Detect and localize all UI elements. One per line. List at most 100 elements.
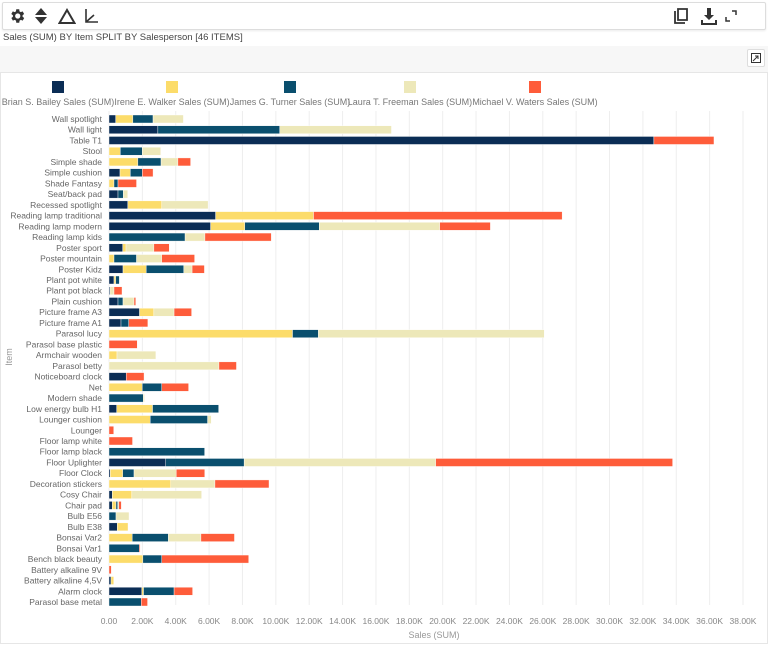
bar-segment[interactable] bbox=[319, 222, 440, 231]
bar-segment[interactable] bbox=[108, 383, 143, 392]
bar-segment[interactable] bbox=[108, 254, 115, 263]
bar-segment[interactable] bbox=[165, 458, 245, 467]
bar-segment[interactable] bbox=[108, 501, 113, 510]
bar-segment[interactable] bbox=[108, 415, 151, 424]
bar-segment[interactable] bbox=[108, 350, 118, 360]
bar-segment[interactable] bbox=[176, 469, 205, 478]
bar-segment[interactable] bbox=[214, 479, 270, 489]
bar-segment[interactable] bbox=[122, 265, 147, 274]
bar-segment[interactable] bbox=[173, 307, 192, 317]
bar-segment[interactable] bbox=[108, 587, 143, 596]
bar-segment[interactable] bbox=[108, 490, 113, 499]
bar-segment[interactable] bbox=[157, 125, 280, 134]
bar-segment[interactable] bbox=[108, 329, 293, 338]
bar-segment[interactable] bbox=[108, 597, 142, 607]
bar-segment[interactable] bbox=[118, 501, 122, 510]
bar-segment[interactable] bbox=[173, 587, 193, 596]
bar-segment[interactable] bbox=[108, 168, 121, 177]
bar-segment[interactable] bbox=[152, 404, 219, 413]
bar-segment[interactable] bbox=[116, 404, 153, 413]
bar-segment[interactable] bbox=[108, 361, 220, 371]
bar-segment[interactable] bbox=[152, 114, 184, 124]
bar-segment[interactable] bbox=[133, 469, 177, 478]
bar-segment[interactable] bbox=[439, 222, 491, 231]
bar-segment[interactable] bbox=[191, 265, 205, 274]
bar-segment[interactable] bbox=[108, 307, 140, 317]
bar-segment[interactable] bbox=[112, 501, 117, 510]
bar-segment[interactable] bbox=[130, 168, 143, 177]
expand-chart-button[interactable] bbox=[747, 49, 765, 67]
bar-segment[interactable] bbox=[184, 232, 206, 242]
legend-item[interactable]: Brian S. Bailey Sales (SUM) bbox=[2, 81, 115, 107]
bar-segment[interactable] bbox=[313, 211, 563, 220]
bar-segment[interactable] bbox=[123, 189, 128, 199]
bar-segment[interactable] bbox=[108, 179, 115, 188]
bar-segment[interactable] bbox=[146, 265, 184, 274]
bar-segment[interactable] bbox=[150, 415, 208, 424]
bar-segment[interactable] bbox=[244, 222, 320, 231]
bar-segment[interactable] bbox=[108, 275, 115, 285]
bar-segment[interactable] bbox=[120, 318, 129, 328]
bar-segment[interactable] bbox=[142, 146, 161, 156]
bar-segment[interactable] bbox=[110, 469, 123, 478]
bar-segment[interactable] bbox=[108, 146, 121, 156]
bar-segment[interactable] bbox=[113, 275, 116, 285]
bar-segment[interactable] bbox=[108, 157, 139, 167]
bar-segment[interactable] bbox=[210, 222, 246, 231]
bar-segment[interactable] bbox=[108, 297, 119, 306]
bar-segment[interactable] bbox=[119, 168, 131, 177]
bar-segment[interactable] bbox=[108, 125, 159, 134]
bar-segment[interactable] bbox=[139, 307, 155, 317]
download-icon[interactable] bbox=[699, 6, 719, 26]
bar-segment[interactable] bbox=[127, 200, 162, 210]
axis-icon[interactable] bbox=[81, 6, 101, 26]
bar-segment[interactable] bbox=[120, 146, 143, 156]
bar-segment[interactable] bbox=[113, 254, 137, 263]
bar-segment[interactable] bbox=[122, 469, 135, 478]
bar-segment[interactable] bbox=[183, 265, 193, 274]
bar-segment[interactable] bbox=[204, 232, 272, 242]
bar-segment[interactable] bbox=[131, 490, 202, 499]
bar-segment[interactable] bbox=[108, 136, 655, 145]
bar-segment[interactable] bbox=[161, 383, 189, 392]
bar-segment[interactable] bbox=[108, 189, 119, 199]
sort-icon[interactable] bbox=[31, 6, 51, 26]
bar-segment[interactable] bbox=[161, 554, 249, 564]
bar-segment[interactable] bbox=[142, 168, 154, 177]
bar-segment[interactable] bbox=[108, 554, 144, 564]
bar-segment[interactable] bbox=[108, 318, 122, 328]
bar-segment[interactable] bbox=[133, 297, 136, 306]
bar-segment[interactable] bbox=[117, 297, 124, 306]
gear-icon[interactable] bbox=[7, 6, 27, 26]
legend-item[interactable]: James G. Turner Sales (SUM) bbox=[230, 81, 351, 107]
bar-segment[interactable] bbox=[115, 114, 134, 124]
bar-segment[interactable] bbox=[108, 565, 112, 574]
bar-segment[interactable] bbox=[108, 222, 211, 231]
bar-segment[interactable] bbox=[279, 125, 392, 134]
bar-segment[interactable] bbox=[108, 544, 140, 553]
bar-segment[interactable] bbox=[113, 179, 119, 188]
bar-segment[interactable] bbox=[108, 533, 133, 542]
bar-segment[interactable] bbox=[108, 340, 138, 349]
bar-segment[interactable] bbox=[435, 458, 673, 467]
bar-segment[interactable] bbox=[153, 243, 170, 253]
bar-segment[interactable] bbox=[128, 318, 149, 328]
bar-segment[interactable] bbox=[117, 189, 124, 199]
bar-segment[interactable] bbox=[153, 307, 175, 317]
bar-segment[interactable] bbox=[108, 243, 123, 253]
bar-segment[interactable] bbox=[142, 383, 162, 392]
bar-segment[interactable] bbox=[108, 447, 205, 456]
bar-segment[interactable] bbox=[207, 415, 212, 424]
bar-segment[interactable] bbox=[115, 501, 118, 510]
bar-segment[interactable] bbox=[115, 275, 120, 285]
bar-segment[interactable] bbox=[108, 522, 118, 532]
bar-segment[interactable] bbox=[108, 393, 144, 403]
bar-segment[interactable] bbox=[161, 200, 209, 210]
bar-segment[interactable] bbox=[136, 254, 162, 263]
bar-segment[interactable] bbox=[108, 114, 116, 124]
bar-segment[interactable] bbox=[161, 254, 195, 263]
bar-segment[interactable] bbox=[112, 490, 133, 499]
triangle-icon[interactable] bbox=[57, 6, 77, 26]
bar-segment[interactable] bbox=[177, 157, 191, 167]
bar-segment[interactable] bbox=[243, 458, 436, 467]
